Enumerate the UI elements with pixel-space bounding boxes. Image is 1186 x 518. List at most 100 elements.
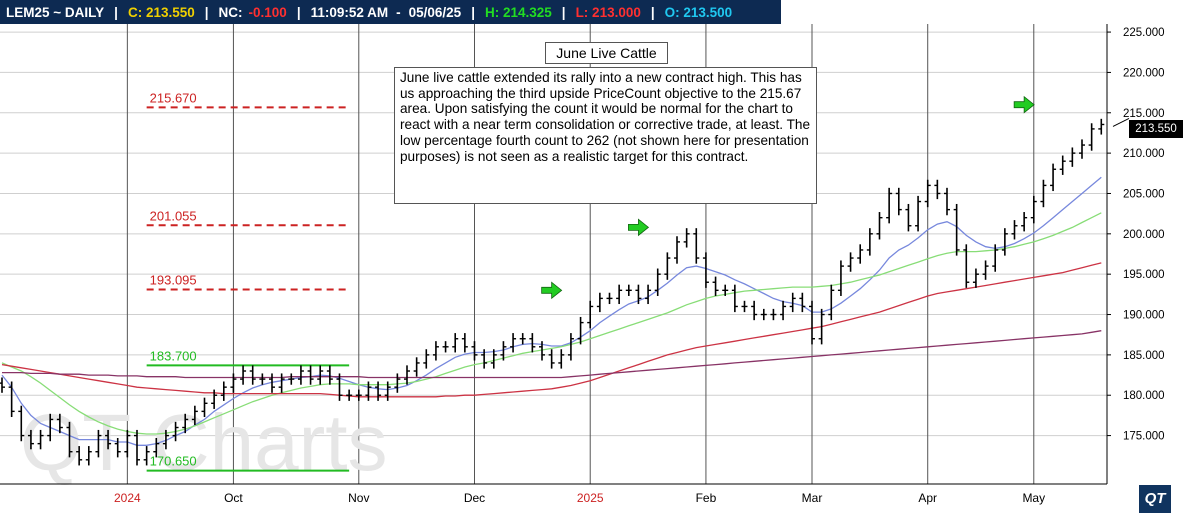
ohlc-bar — [66, 421, 73, 458]
ohlc-bar — [809, 300, 815, 345]
open-value: O: 213.500 — [664, 4, 733, 20]
ohlc-bar — [837, 260, 844, 296]
ohlc-bar — [326, 365, 333, 385]
ohlc-bar — [471, 341, 478, 361]
x-tick-label: 2024 — [114, 491, 141, 505]
ohlc-bar — [1030, 195, 1037, 224]
ohlc-bar — [442, 341, 449, 353]
ohlc-bar — [934, 179, 941, 200]
header-separator: | — [650, 4, 655, 20]
x-tick-label: Apr — [918, 491, 937, 505]
header-separator: | — [561, 4, 566, 20]
ohlc-bar — [27, 429, 34, 450]
x-tick-label: Oct — [224, 491, 243, 505]
y-tick-label: 225.000 — [1123, 27, 1165, 39]
price-level-label: 183.700 — [150, 348, 197, 363]
ohlc-bar — [905, 203, 912, 232]
ohlc-bar — [384, 381, 391, 401]
ohlc-bar — [365, 381, 372, 401]
ohlc-bar — [297, 365, 304, 385]
ohlc-bar — [269, 373, 275, 393]
ohlc-bar — [211, 389, 218, 409]
price-level-label: 201.055 — [150, 208, 197, 223]
ohlc-bar — [201, 397, 208, 418]
annotation-box: June live cattle extended its rally into… — [394, 67, 817, 204]
ohlc-bar — [481, 349, 488, 369]
ohlc-bar — [789, 292, 796, 313]
signal-arrows — [541, 95, 1035, 300]
ohlc-bar — [114, 438, 121, 458]
ohlc-bar — [375, 381, 382, 401]
ohlc-bar — [85, 446, 92, 466]
ohlc-bar — [654, 268, 661, 296]
ohlc-bar — [567, 333, 574, 361]
ohlc-bar — [1069, 147, 1076, 167]
low-value: L: 213.000 — [575, 4, 641, 20]
header-separator: | — [204, 4, 209, 20]
ohlc-bar — [963, 244, 970, 288]
ohlc-bar — [702, 252, 709, 288]
ohlc-bar — [18, 405, 25, 442]
ohlc-bar — [712, 276, 719, 296]
ohlc-bar — [895, 187, 902, 216]
ohlc-bar — [857, 244, 864, 264]
ohlc-bar — [490, 349, 497, 369]
ohlc-bar — [828, 284, 835, 321]
moving-average-line — [1, 262, 1102, 398]
ohlc-bar — [317, 365, 324, 385]
ohlc-bar — [847, 252, 854, 272]
signal-arrow-icon — [628, 218, 650, 237]
ohlc-bar — [1011, 220, 1018, 240]
ohlc-bar — [1040, 179, 1047, 208]
ohlc-bar — [982, 260, 989, 280]
ohlc-bar — [645, 284, 652, 305]
ohlc-bar — [404, 365, 410, 385]
ohlc-bar — [307, 365, 314, 385]
ohlc-bar — [278, 373, 285, 393]
ohlc-bar — [577, 316, 584, 345]
y-axis: 225.000 220.000 215.000 210.000 205.000 200.0… — [1106, 24, 1165, 484]
ohlc-bar — [548, 349, 555, 369]
ohlc-bar — [866, 228, 873, 256]
y-tick-label: 185.000 — [1123, 350, 1165, 362]
ohlc-bar — [423, 349, 430, 369]
ohlc-bar — [635, 284, 642, 305]
ohlc-bar — [37, 429, 44, 450]
ohlc-bar — [172, 421, 179, 442]
ohlc-bar — [587, 300, 594, 329]
price-level-label: 193.095 — [150, 273, 197, 288]
x-tick-label: Feb — [696, 491, 717, 505]
ohlc-bar — [95, 429, 102, 458]
ohlc-bar — [162, 429, 169, 450]
ohlc-bar — [346, 389, 353, 401]
ohlc-bar — [529, 333, 536, 353]
ohlc-bar — [153, 438, 160, 458]
ohlc-bar — [760, 308, 767, 321]
ohlc-bar — [596, 292, 603, 313]
time-separator: - — [396, 4, 401, 20]
symbol-label: LEM25 ~ DAILY — [6, 4, 105, 20]
x-tick-label: Dec — [464, 491, 485, 505]
high-value: H: 214.325 — [484, 4, 552, 20]
net-change-value: -0.100 — [248, 4, 287, 20]
ohlc-bars — [0, 118, 1105, 466]
ohlc-bar — [452, 333, 459, 353]
ohlc-bar — [47, 413, 54, 442]
y-tick-label: 200.000 — [1123, 229, 1165, 241]
ohlc-bar — [259, 373, 266, 385]
ohlc-bar — [818, 308, 825, 345]
ohlc-bar — [770, 308, 777, 321]
ohlc-bar — [191, 405, 198, 426]
ohlc-bar — [1059, 155, 1066, 175]
ohlc-bar — [432, 341, 439, 361]
qt-logo[interactable]: QT — [1139, 485, 1171, 513]
header-separator: | — [471, 4, 475, 20]
ohlc-bar — [288, 373, 295, 385]
ohlc-bar — [693, 228, 700, 264]
ohlc-bar — [606, 292, 613, 305]
ohlc-bar — [683, 228, 690, 248]
price-levels: 215.670 201.055 193.095 183.700 170.650 — [146, 90, 350, 472]
ohlc-bar — [625, 284, 632, 296]
ohlc-bar — [731, 284, 738, 313]
